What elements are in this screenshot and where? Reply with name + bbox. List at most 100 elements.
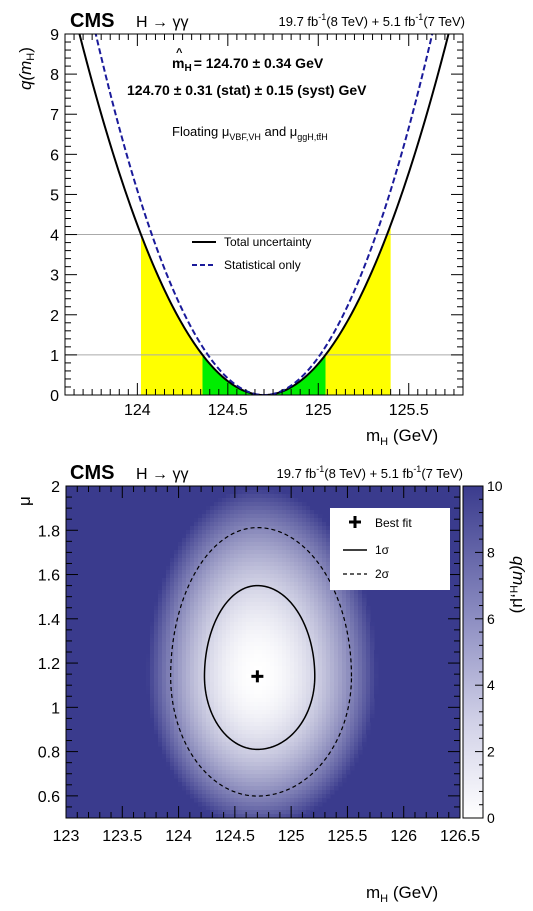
heatmap-cell — [306, 686, 311, 691]
heatmap-cell — [374, 674, 379, 679]
heatmap-cell — [306, 750, 311, 755]
heatmap-cell — [266, 514, 271, 519]
heatmap-cell — [162, 746, 167, 751]
heatmap-cell — [214, 574, 219, 579]
heatmap-cell — [186, 654, 191, 659]
heatmap-cell — [274, 646, 279, 651]
heatmap-cell — [162, 622, 167, 627]
heatmap-cell — [258, 738, 263, 743]
heatmap-cell — [206, 794, 211, 799]
heatmap-cell — [178, 634, 183, 639]
heatmap-cell — [274, 698, 279, 703]
heatmap-cell — [266, 770, 271, 775]
heatmap-cell — [270, 638, 275, 643]
heatmap-cell — [238, 734, 243, 739]
heatmap-cell — [318, 522, 323, 527]
heatmap-cell — [222, 526, 227, 531]
heatmap-cell — [194, 586, 199, 591]
heatmap-cell — [346, 642, 351, 647]
heatmap-cell — [234, 654, 239, 659]
heatmap-cell — [182, 738, 187, 743]
heatmap-cell — [278, 706, 283, 711]
heatmap-cell — [326, 726, 331, 731]
heatmap-cell — [162, 634, 167, 639]
heatmap-cell — [198, 782, 203, 787]
heatmap-cell — [226, 682, 231, 687]
heatmap-cell — [170, 638, 175, 643]
heatmap-cell — [182, 554, 187, 559]
heatmap-cell — [170, 566, 175, 571]
heatmap-cell — [186, 718, 191, 723]
heatmap-cell — [214, 586, 219, 591]
heatmap-cell — [338, 702, 343, 707]
curve-statistical-only — [94, 34, 434, 395]
heatmap-cell — [278, 522, 283, 527]
heatmap-cell — [262, 558, 267, 563]
heatmap-cell — [282, 786, 287, 791]
heatmap-cell — [326, 682, 331, 687]
heatmap-cell — [246, 610, 251, 615]
heatmap-cell — [282, 802, 287, 807]
heatmap-cell — [306, 758, 311, 763]
heatmap-cell — [298, 638, 303, 643]
heatmap-cell — [150, 686, 155, 691]
heatmap-cell — [270, 514, 275, 519]
heatmap-cell — [202, 710, 207, 715]
heatmap-cell — [166, 742, 171, 747]
heatmap-cell — [346, 742, 351, 747]
heatmap-cell — [270, 690, 275, 695]
heatmap-cell — [206, 618, 211, 623]
heatmap-cell — [150, 678, 155, 683]
heatmap-cell — [178, 678, 183, 683]
heatmap-cell — [206, 566, 211, 571]
heatmap-cell — [206, 710, 211, 715]
heatmap-cell — [294, 570, 299, 575]
heatmap-cell — [318, 746, 323, 751]
heatmap-cell — [318, 758, 323, 763]
heatmap-cell — [298, 738, 303, 743]
heatmap-cell — [294, 798, 299, 803]
heatmap-cell — [158, 586, 163, 591]
heatmap-cell — [238, 814, 243, 818]
heatmap-cell — [334, 786, 339, 791]
heatmap-cell — [298, 782, 303, 787]
heatmap-cell — [238, 806, 243, 811]
heatmap-cell — [230, 646, 235, 651]
heatmap-cell — [190, 614, 195, 619]
heatmap-cell — [186, 594, 191, 599]
heatmap-cell — [278, 714, 283, 719]
heatmap-cell — [186, 630, 191, 635]
heatmap-cell — [258, 698, 263, 703]
heatmap-cell — [214, 562, 219, 567]
heatmap-cell — [342, 662, 347, 667]
heatmap-cell — [310, 522, 315, 527]
heatmap-cell — [254, 526, 259, 531]
heatmap-cell — [278, 674, 283, 679]
mh-hat-symbol: m — [172, 55, 184, 71]
heatmap-cell — [310, 642, 315, 647]
heatmap-cell — [246, 730, 251, 735]
heatmap-cell — [242, 614, 247, 619]
heatmap-cell — [314, 566, 319, 571]
heatmap-cell — [338, 590, 343, 595]
heatmap-cell — [278, 574, 283, 579]
heatmap-cell — [346, 674, 351, 679]
heatmap-cell — [306, 714, 311, 719]
heatmap-cell — [254, 798, 259, 803]
heatmap-cell — [278, 730, 283, 735]
heatmap-cell — [354, 702, 359, 707]
heatmap-cell — [254, 586, 259, 591]
heatmap-cell — [262, 770, 267, 775]
heatmap-cell — [278, 542, 283, 547]
heatmap-cell — [294, 614, 299, 619]
heatmap-cell — [258, 726, 263, 731]
heatmap-cell — [318, 558, 323, 563]
heatmap-cell — [298, 734, 303, 739]
heatmap-cell — [274, 654, 279, 659]
heatmap-cell — [266, 730, 271, 735]
heatmap-cell — [226, 662, 231, 667]
heatmap-cell — [186, 530, 191, 535]
heatmap-cell — [310, 734, 315, 739]
heatmap-cell — [242, 686, 247, 691]
heatmap-cell — [166, 642, 171, 647]
